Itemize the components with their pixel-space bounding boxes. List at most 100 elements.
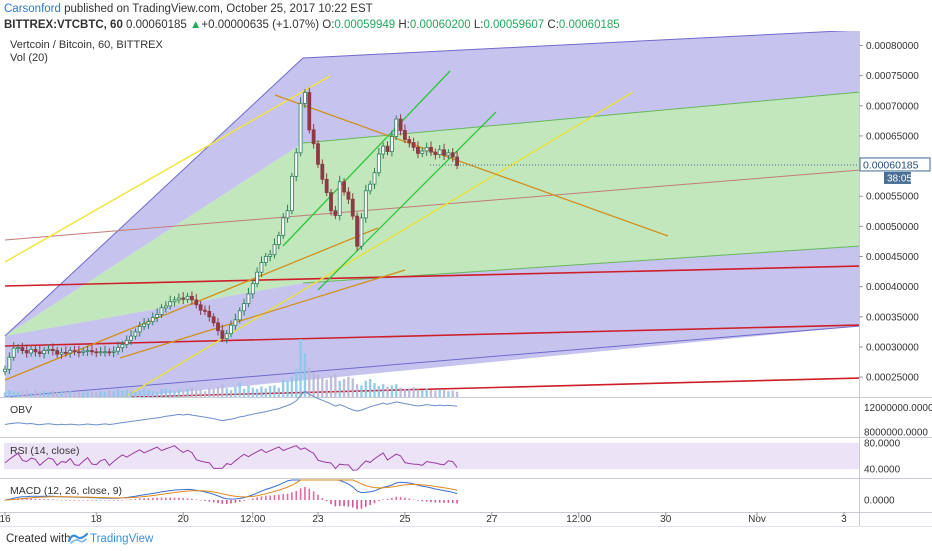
macd-bar [308,488,311,500]
tradingview-brand[interactable]: TradingView [90,533,154,545]
macd-bar [291,492,293,500]
candle-body [98,351,103,354]
macd-bar [186,498,189,500]
candle-body [298,102,303,154]
candle-body [137,326,142,333]
high-label: H: [398,19,410,31]
macd-bar [430,500,432,503]
obv-tick-label: 8000000.0000 [864,427,928,438]
obv-tick-label: 12000000.0000 [864,403,932,414]
volume-bar [225,388,228,397]
macd-bar [25,498,28,500]
candle-body [307,92,312,131]
macd-bar [238,500,241,502]
volume-bar [60,391,63,397]
author-link[interactable]: Carsonford [4,3,61,15]
candle-body [424,146,429,152]
time-tick-label: 18 [91,514,103,525]
price-tick-label: 0.00050000 [866,222,919,233]
candle-body [194,299,199,306]
candle-body [37,351,42,354]
macd-bar [369,500,371,506]
price-tick-label: 0.00035000 [866,312,919,323]
volume-bar [273,385,276,397]
yellow-line-lower [123,91,634,397]
candle-body [281,217,286,236]
candle-body [311,129,316,145]
macd-tick-label: 0.0000 [864,496,895,507]
candle-body [346,191,351,200]
volume-bar [451,390,454,397]
candle-body [124,339,129,345]
volume-bar [21,391,24,397]
macd-bar [30,498,32,500]
macd-bar [108,500,111,501]
yellow-line-upper [4,75,331,263]
candle-body [285,210,290,219]
candle-body [242,303,246,312]
candle-body [403,130,407,140]
candle-body [181,297,186,300]
volume-bar [255,388,259,397]
macd-bar [351,500,354,508]
price-axis[interactable]: 0.00080000 0.00075000 0.00070000 0.00065000… [859,41,919,384]
candle-body [159,307,164,315]
candle-body [3,368,7,373]
volume-bar [51,390,55,397]
macd-bar [438,500,441,503]
macd-bar [321,498,324,500]
orange-line-b [119,269,406,359]
macd-bar [208,500,211,502]
volume-bar [395,384,398,397]
candle-body [94,351,99,354]
candles [3,87,459,376]
volume-bar [173,391,176,397]
volume-bar [251,387,254,397]
created-with-text: Created with [6,533,71,545]
countdown-label: 38:05 [887,173,912,184]
close-value: 0.00060185 [558,19,620,31]
volume-bar [429,390,433,397]
macd-bar [151,497,154,500]
macd-bar [65,500,67,501]
macd-bar [221,500,224,504]
open-label: O: [322,19,335,31]
time-axis[interactable]: 16 18 20 12:00 23 25 27 12:00 30 Nov 3 [0,512,847,525]
macd-bar [286,493,289,500]
candle-body [107,351,112,354]
volume-bar [403,388,407,397]
candle-body [33,348,38,353]
volume-bar [290,376,294,397]
macd-bar [112,500,115,501]
candle-body [272,244,277,256]
volume-bar [277,387,281,397]
macd-bar [278,494,280,500]
chart-area[interactable]: Vertcoin / Bitcoin, 60, BITTREX Vol (20)… [0,31,932,526]
candle-body [198,304,203,311]
candle-body [7,356,12,370]
rsi-label: RSI (14, close) [10,445,79,457]
candle-body [59,351,64,355]
volume-bar [77,391,81,397]
volume-bar [82,392,85,397]
macd-bar [399,496,402,500]
volume-bar [425,388,428,397]
volume-bar [208,388,211,397]
macd-bar [447,500,450,503]
time-tick-label: 12:00 [566,514,591,525]
candle-body [216,322,220,332]
volume-bar [116,388,120,397]
volume-bar [408,388,411,397]
candle-body [294,152,299,177]
macd-bar [295,490,298,500]
volume-bar [12,391,15,397]
volume-bar [386,386,389,397]
macd-bar [378,500,380,502]
drawing-tools[interactable] [4,31,860,400]
macd-bar [338,500,341,507]
macd-bar [91,500,93,501]
volume-bar [177,389,181,397]
candle-body [263,256,268,263]
open-value: 0.00059949 [334,19,396,31]
macd-bar [138,498,141,500]
